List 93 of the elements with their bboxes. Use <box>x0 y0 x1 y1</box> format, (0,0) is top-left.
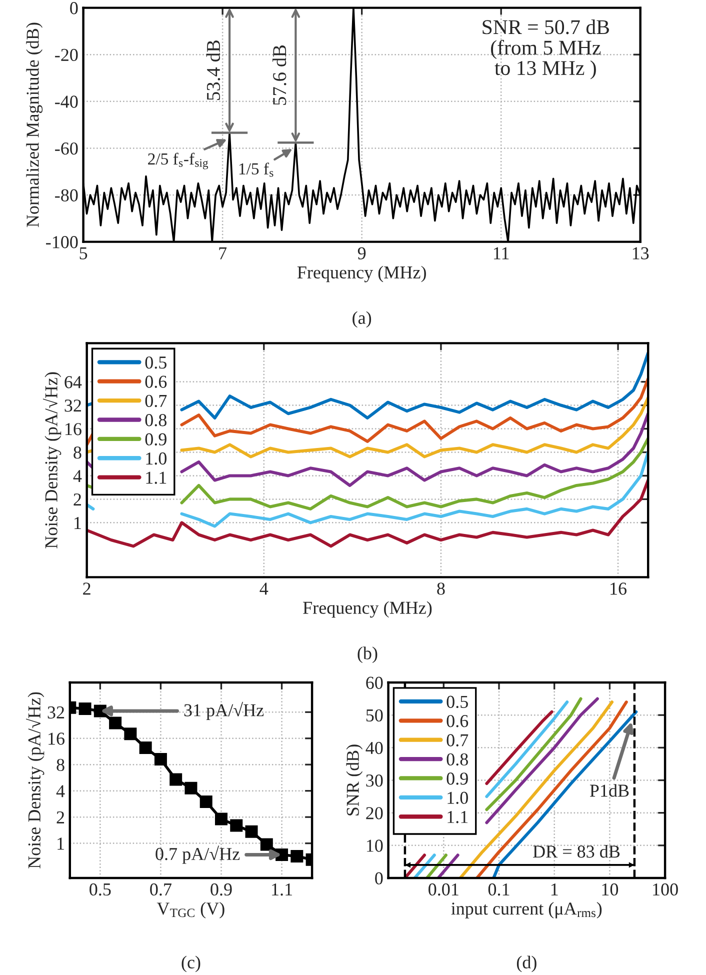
y-tick-label: 2 <box>74 494 81 506</box>
legend-label: 0.9 <box>446 772 468 785</box>
x-tick-label: 11 <box>494 247 509 260</box>
y-tick-label: 30 <box>366 774 383 787</box>
annotation: 31 pA/√Hz <box>184 702 264 720</box>
legend-label: 1.1 <box>448 811 468 824</box>
text: (a) <box>352 311 372 328</box>
x-tick-label: 9 <box>358 247 366 260</box>
y-axis-title: SNR (dB) <box>346 744 363 816</box>
legend-label: 0.5 <box>145 356 166 369</box>
point <box>184 782 198 794</box>
point <box>154 753 167 766</box>
x-tick-label: 0.9 <box>210 883 232 896</box>
legend-label: 1.1 <box>146 472 166 484</box>
legend-label: 0.8 <box>446 753 468 766</box>
x-tick-label: 1.1 <box>272 883 292 896</box>
text: (d) <box>516 956 536 972</box>
y-axis-title: Noise Density (pA/√Hz) <box>42 372 62 548</box>
legend-label: 0.5 <box>446 696 468 708</box>
legend-label: 0.6 <box>145 376 167 388</box>
x-tick-label: 2 <box>83 582 90 595</box>
point <box>78 702 92 715</box>
point <box>245 825 258 838</box>
text: (c) <box>182 956 200 972</box>
x-tick-label: 10 <box>602 883 618 896</box>
y-tick-label: 8 <box>56 758 64 772</box>
y-tick-label: 32 <box>64 400 81 412</box>
x-tick-label: 13 <box>632 247 649 260</box>
legend-label: 0.7 <box>145 394 167 408</box>
x-tick-label: 0.5 <box>90 883 111 896</box>
y-tick-label: -60 <box>55 142 78 155</box>
x-tick-label: 16 <box>610 582 627 595</box>
x-axis-title: Frequency (MHz) <box>303 601 432 618</box>
y-tick-label: 16 <box>48 732 64 745</box>
y-axis-title: Normalized Magnitude (dB) <box>26 22 43 228</box>
point <box>139 741 152 754</box>
x-tick-label: 0.1 <box>488 883 510 896</box>
legend-label: 0.6 <box>446 714 468 728</box>
y-tick-label: 20 <box>366 807 383 820</box>
y-tick-label: 64 <box>64 376 82 388</box>
y-tick-label: 0 <box>70 2 78 14</box>
legend-label: 0.9 <box>145 433 166 446</box>
annotation: 1/5 f$_{s}$ <box>239 162 274 177</box>
annotation: 57.6 dB <box>272 45 286 105</box>
y-tick-label: -40 <box>55 96 78 108</box>
y-tick-label: -20 <box>55 48 78 62</box>
y-tick-label: 2 <box>56 811 64 824</box>
annotation: P1dB <box>590 784 629 797</box>
y-tick-label: -80 <box>55 189 78 202</box>
x-tick-label: 5 <box>80 247 88 260</box>
legend-label: 0.8 <box>145 414 166 426</box>
y-tick-label: 40 <box>366 742 383 754</box>
x-tick-label: 1 <box>551 883 558 896</box>
point <box>200 795 212 808</box>
y-tick-label: 8 <box>74 446 82 459</box>
annotation: SNR = 50.7 dB (from 5 MHz to 13 MHz ) <box>482 20 609 80</box>
text: (b) <box>358 646 378 664</box>
legend-label: 1.0 <box>146 452 166 465</box>
x-tick-label: 4 <box>260 582 268 595</box>
x-tick-label: 8 <box>437 582 445 595</box>
y-tick-label: 10 <box>366 840 383 852</box>
x-axis-title: V$_{TGC}$ (V) <box>156 902 224 918</box>
y-tick-label: 4 <box>73 470 82 482</box>
x-tick-label: 0.01 <box>428 883 458 896</box>
annotation: 53.4 dB <box>206 40 220 100</box>
y-tick-label: -100 <box>46 236 78 248</box>
x-axis-title: Frequency (MHz) <box>297 266 426 282</box>
x-axis-title: input current (μA$_{rms}$) <box>451 902 602 918</box>
point <box>260 838 273 851</box>
legend-label: 1.0 <box>448 792 468 804</box>
legend-label: 0.7 <box>446 734 468 746</box>
point <box>214 812 228 826</box>
y-tick-label: 1 <box>74 517 81 529</box>
y-tick-label: 50 <box>366 709 383 722</box>
annotation: DR = 83 dB <box>533 844 620 858</box>
y-tick-label: 0 <box>375 872 383 884</box>
y-axis-title: Noise Density (pA/√Hz) <box>26 692 44 868</box>
point <box>109 716 122 730</box>
y-tick-label: 1 <box>58 838 64 850</box>
annotation: 2/5 f$_{s}$-f$_{sig}$ <box>148 152 208 170</box>
y-tick-label: 60 <box>366 676 383 689</box>
point <box>124 728 137 740</box>
x-tick-label: 0.7 <box>150 883 172 896</box>
annotation: 0.7 pA/√Hz <box>156 846 240 864</box>
x-tick-label: 7 <box>219 247 227 260</box>
point <box>290 850 304 863</box>
y-tick-label: 32 <box>48 706 64 719</box>
point <box>170 773 182 786</box>
y-tick-label: 16 <box>66 423 82 436</box>
line-series <box>83 8 640 242</box>
x-tick-label: 100 <box>653 883 678 896</box>
y-tick-label: 4 <box>56 785 65 798</box>
point <box>230 819 243 832</box>
